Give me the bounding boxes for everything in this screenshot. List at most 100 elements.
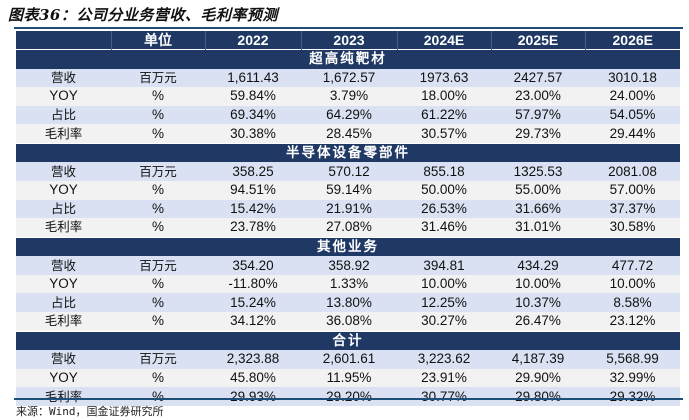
value-cell: 11.95% [301,368,397,388]
value-cell: 23.12% [585,312,680,332]
header-blank [16,31,111,50]
section-header-row: 其他业务 [16,236,680,257]
value-cell: 1,611.43 [205,68,301,88]
row-unit: % [111,274,205,294]
row-label: YOY [16,274,111,294]
row-unit: % [111,293,205,313]
value-cell: 30.38% [205,124,301,144]
value-cell: 477.72 [585,256,680,275]
value-cell: 59.84% [205,87,301,106]
table-row: 毛利率% 23.78% 27.08% 31.46% 31.01% 30.58% [16,218,680,238]
table-row: 营收 百万元 358.25 570.12 855.18 1325.53 2081.08 [16,162,680,181]
row-unit: % [111,87,205,106]
value-cell: 26.47% [491,312,585,332]
value-cell: 855.18 [397,162,491,181]
value-cell: 10.00% [491,274,585,294]
row-label: YOY [16,368,111,388]
value-cell: 27.08% [301,218,397,238]
value-cell: 10.00% [585,274,680,294]
header-year: 2024E [396,31,491,50]
value-cell: 18.00% [397,87,491,106]
value-cell: 32.99% [585,368,680,388]
row-label: 占比 [16,293,111,313]
value-cell: 36.08% [301,312,397,332]
value-cell: 29.80% [491,387,585,406]
table-row: 占比% 15.24% 13.80% 12.25% 10.37% 8.58% [16,293,680,313]
section-title: 合计 [16,330,680,351]
value-cell: 358.92 [301,256,397,275]
header-year: 2025E [490,31,585,50]
value-cell: 8.58% [585,293,680,313]
row-label: 营收 [16,162,111,181]
value-cell: 2,323.88 [205,350,301,369]
value-cell: 1973.63 [397,68,491,88]
value-cell: 29.90% [491,368,585,388]
value-cell: 59.14% [301,180,397,200]
value-cell: 28.45% [301,124,397,144]
value-cell: 3.79% [301,87,397,106]
row-unit: 百万元 [111,256,205,275]
header-year: 2026E [584,31,680,50]
header-year: 2023 [300,31,397,50]
table-row: 营收 百万元 1,611.43 1,672.57 1973.63 2427.57 3010.… [16,68,680,88]
value-cell: 15.42% [205,199,301,219]
row-unit: 百万元 [111,350,205,369]
value-cell: 10.37% [491,293,585,313]
value-cell: 50.00% [397,180,491,200]
table-row: 毛利率% 34.12% 36.08% 30.27% 26.47% 23.12% [16,312,680,332]
value-cell: 29.20% [301,387,397,406]
value-cell: 1.33% [301,274,397,294]
section-title: 半导体设备零部件 [16,142,680,163]
value-cell: 24.00% [585,87,680,106]
figure-title: 图表36：公司分业务营收、毛利率预测 [8,6,278,24]
row-label: 毛利率 [16,218,111,238]
table-row: 占比% 69.34% 64.29% 61.22% 57.97% 54.05% [16,105,680,125]
row-label: 占比 [16,199,111,219]
bottom-divider [14,398,683,400]
value-cell: 2,601.61 [301,350,397,369]
value-cell: 4,187.39 [491,350,585,369]
row-unit: % [111,312,205,332]
value-cell: 26.53% [397,199,491,219]
value-cell: 394.81 [397,256,491,275]
value-cell: 54.05% [585,105,680,125]
row-unit: % [111,199,205,219]
row-unit: % [111,218,205,238]
value-cell: 29.44% [585,124,680,144]
value-cell: 34.12% [205,312,301,332]
value-cell: 29.32% [585,387,680,406]
table-row: 营收 百万元 2,323.88 2,601.61 3,223.62 4,187.39 5,5… [16,350,680,369]
value-cell: 29.93% [205,387,301,406]
table-row: YOY% 59.84% 3.79% 18.00% 23.00% 24.00% [16,87,680,106]
value-cell: 23.00% [491,87,585,106]
value-cell: 10.00% [397,274,491,294]
value-cell: 2427.57 [491,68,585,88]
value-cell: 3010.18 [585,68,680,88]
row-label: YOY [16,87,111,106]
value-cell: 434.29 [491,256,585,275]
value-cell: 23.91% [397,368,491,388]
section-title: 超高纯靶材 [16,49,680,69]
value-cell: 23.78% [205,218,301,238]
value-cell: 3,223.62 [397,350,491,369]
row-label: 毛利率 [16,124,111,144]
row-unit: % [111,124,205,144]
table-row: YOY% 94.51% 59.14% 50.00% 55.00% 57.00% [16,180,680,200]
header-year: 2022 [204,31,301,50]
value-cell: 29.73% [491,124,585,144]
table-row: YOY% -11.80% 1.33% 10.00% 10.00% 10.00% [16,274,680,294]
header-unit: 单位 [110,31,205,50]
row-unit: % [111,105,205,125]
value-cell: 570.12 [301,162,397,181]
value-cell: 30.58% [585,218,680,238]
table-row: 占比% 15.42% 21.91% 26.53% 31.66% 37.37% [16,199,680,219]
value-cell: 61.22% [397,105,491,125]
value-cell: 2081.08 [585,162,680,181]
row-label: 营收 [16,350,111,369]
row-label: YOY [16,180,111,200]
value-cell: 64.29% [301,105,397,125]
source-note: 来源：Wind，国金证券研究所 [16,405,164,418]
row-label: 毛利率 [16,312,111,332]
value-cell: 31.46% [397,218,491,238]
header-row: 单位 2022 2023 2024E 2025E 2026E [16,31,680,50]
